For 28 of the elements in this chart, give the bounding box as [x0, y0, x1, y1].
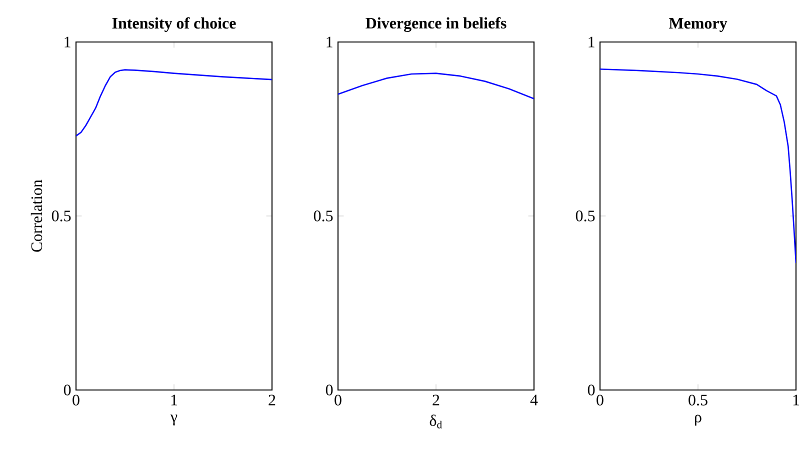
- x-axis-title: ρ: [695, 414, 702, 426]
- x-tick-label: 2: [432, 394, 440, 406]
- x-tick-label: 0.5: [688, 394, 708, 406]
- x-tick-label: 1: [793, 394, 800, 406]
- line-series: [600, 68, 796, 264]
- y-tick-label: 0.5: [52, 210, 71, 222]
- y-tick-label: 0: [588, 384, 595, 396]
- x-axis-title: δ$_{d}$: [430, 414, 442, 428]
- y-tick-label: 0.5: [314, 210, 333, 222]
- x-axis-title: γ: [170, 414, 178, 426]
- y-tick-label: 0: [64, 384, 71, 396]
- x-tick-label: 0: [334, 394, 342, 406]
- y-tick-label: 0: [326, 384, 333, 396]
- line-series: [338, 72, 534, 100]
- y-axis-title: Correlation: [30, 180, 42, 252]
- line-series: [76, 69, 272, 137]
- x-tick-label: 0: [72, 394, 80, 406]
- chart-title: Divergence in beliefs: [366, 17, 506, 32]
- x-tick-label: 1: [171, 394, 178, 406]
- x-tick-label: 4: [530, 394, 538, 406]
- y-tick-label: 1: [588, 36, 594, 48]
- y-tick-label: 0.5: [576, 210, 595, 222]
- y-tick-label: 1: [326, 36, 332, 48]
- chart-title: Memory: [668, 18, 728, 32]
- x-tick-label: 2: [268, 394, 276, 406]
- y-tick-label: 1: [64, 36, 70, 48]
- x-tick-label: 0: [596, 394, 604, 406]
- chart-title: Intensity of choice: [112, 17, 236, 32]
